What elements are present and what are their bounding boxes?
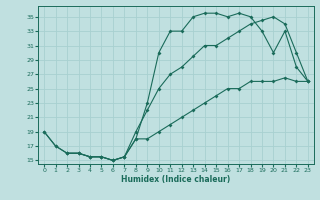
X-axis label: Humidex (Indice chaleur): Humidex (Indice chaleur): [121, 175, 231, 184]
